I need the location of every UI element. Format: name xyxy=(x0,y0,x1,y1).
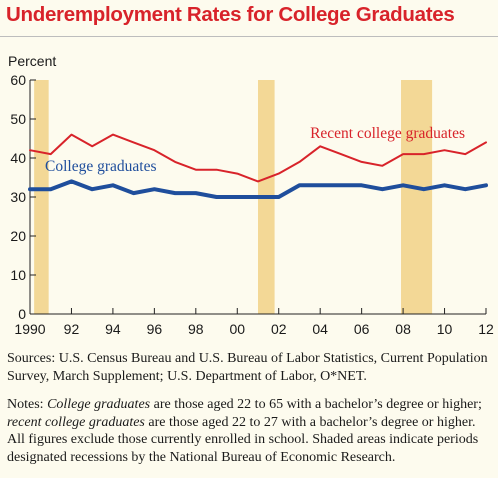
x-tick-label-1990: 1990 xyxy=(14,321,45,337)
y-tick-label-30: 30 xyxy=(10,189,26,205)
y-tick-label-40: 40 xyxy=(10,150,26,166)
notes: Notes: College graduates are those aged … xyxy=(7,396,493,466)
x-tick-label-2000: 00 xyxy=(229,321,245,337)
x-tick-label-2002: 02 xyxy=(271,321,287,337)
recession-shade-1 xyxy=(34,80,49,314)
y-tick-label-0: 0 xyxy=(18,306,26,322)
y-tick-label-20: 20 xyxy=(10,228,26,244)
recession-shades xyxy=(34,80,433,314)
notes-term-college-graduates: College graduates xyxy=(47,397,151,412)
chart-title: Underemployment Rates for College Gradua… xyxy=(6,3,455,26)
notes-prefix: Notes: xyxy=(7,397,48,412)
x-tick-label-2012: 12 xyxy=(478,321,494,337)
x-tick-label-2006: 06 xyxy=(354,321,370,337)
x-tick-label-1992: 92 xyxy=(64,321,80,337)
series-label-recent-college-graduates: Recent college graduates xyxy=(310,125,465,142)
series-lines xyxy=(28,133,488,199)
y-tick-label-10: 10 xyxy=(10,267,26,283)
chart: 0 10 20 30 40 50 60 1990 92 94 96 98 00 02 04 06 08 10 12 P… xyxy=(8,53,494,337)
title-divider xyxy=(0,36,498,37)
chart-labels: 0 10 20 30 40 50 60 1990 92 94 96 98 00 02 04 06 08 10 12 P… xyxy=(8,53,494,337)
chart-axes xyxy=(29,79,487,315)
notes-term-recent-graduates: recent college graduates xyxy=(7,414,145,430)
x-tick-label-1996: 96 xyxy=(147,321,163,337)
recession-shade-3 xyxy=(401,80,433,314)
sources-note: Sources: U.S. Census Bureau and U.S. Bur… xyxy=(7,351,488,384)
notes-text-1: are those aged 22 to 65 with a bachelor’… xyxy=(150,397,482,412)
y-axis-label: Percent xyxy=(8,53,56,69)
x-tick-label-2010: 10 xyxy=(437,321,453,337)
x-tick-label-2004: 04 xyxy=(312,321,328,337)
x-tick-label-1994: 94 xyxy=(105,321,121,337)
notes-text-2: are those aged 22 to 27 with a bachelor’… xyxy=(7,414,479,465)
series-line-recent-college-graduates xyxy=(29,133,487,183)
x-tick-label-1998: 98 xyxy=(188,321,204,337)
y-tick-label-50: 50 xyxy=(10,111,26,127)
series-line-college-graduates xyxy=(28,179,488,199)
x-tick-label-2008: 08 xyxy=(395,321,411,337)
series-label-college-graduates: College graduates xyxy=(45,158,156,175)
y-tick-label-60: 60 xyxy=(10,72,26,88)
